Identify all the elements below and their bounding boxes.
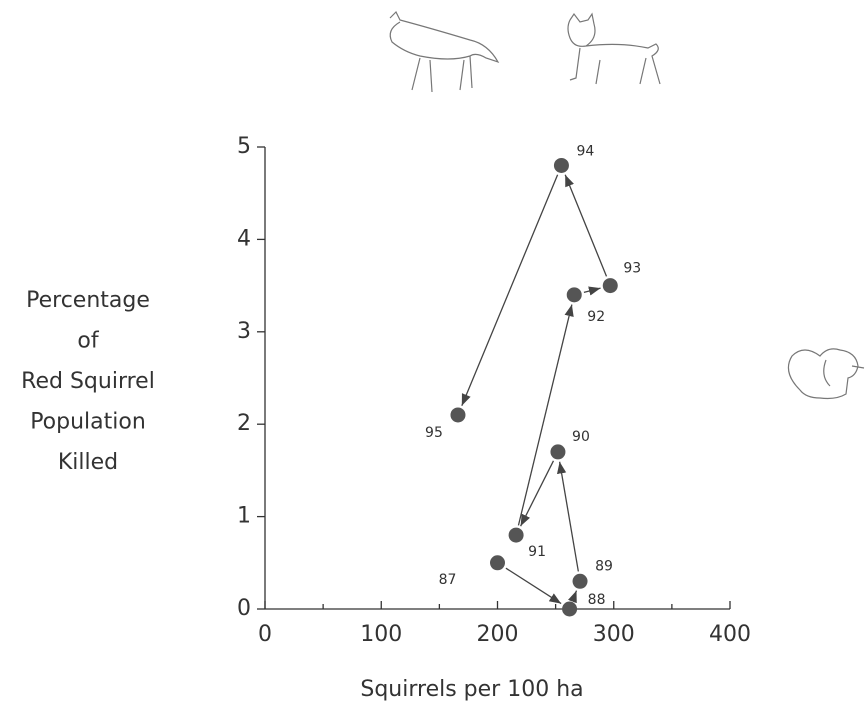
point-label: 94 [577,143,595,159]
point [508,527,524,543]
y-axis-title-line: Killed [58,450,118,475]
x-tick-label: 200 [477,622,519,647]
point [602,278,618,294]
x-tick-label: 100 [360,622,402,647]
y-tick-label: 3 [237,319,251,344]
x-tick-label: 0 [258,622,272,647]
point [550,444,566,460]
point [450,407,466,423]
point [572,573,588,589]
x-tick-label: 400 [709,622,751,647]
y-tick-label: 0 [237,596,251,621]
point-label: 88 [588,592,606,608]
y-tick-label: 2 [237,411,251,436]
x-axis-title: Squirrels per 100 ha [360,677,583,702]
point-label: 87 [439,572,457,588]
point-label: 91 [528,544,546,560]
arrow [517,304,574,526]
arrow [564,174,608,277]
point [553,157,569,173]
arrow [556,461,579,572]
y-axis-title: Percentage of Red Squirrel Population Killed [21,288,155,475]
arrow [520,460,555,527]
point [566,287,582,303]
y-axis-title-line: Population [30,410,146,435]
point-label: 89 [595,558,613,574]
point-label: 93 [623,261,641,277]
point [490,555,505,571]
point-label: 90 [572,429,590,445]
y-axis-title-line: of [77,329,99,354]
y-axis-title-line: Red Squirrel [21,369,155,394]
x-tick-label: 300 [593,622,635,647]
y-tick-label: 4 [237,226,251,251]
point-label: 92 [587,309,605,325]
arrow [567,590,578,604]
y-tick-label: 1 [237,504,251,529]
squirrel-icon [787,348,865,400]
point [562,601,578,617]
wolf-icon [389,10,500,93]
lynx-icon [567,12,661,85]
arrow [505,567,562,605]
point-label: 95 [425,425,443,441]
arrow [461,174,559,406]
y-axis-title-line: Percentage [26,288,150,313]
arrow [583,286,601,296]
y-tick-label: 5 [237,134,251,159]
